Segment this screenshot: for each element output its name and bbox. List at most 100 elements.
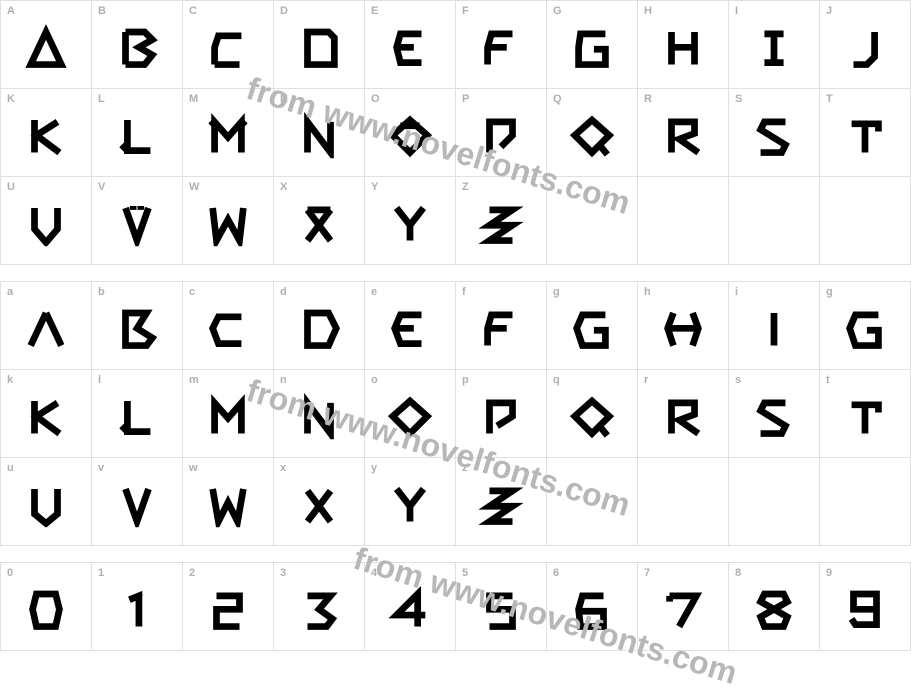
glyph-N (296, 112, 342, 158)
glyph-n (296, 393, 342, 439)
key-label: W (189, 181, 199, 193)
chart-section: 0123456789 (0, 562, 911, 651)
glyph-s (751, 393, 797, 439)
glyph-a (23, 305, 69, 351)
glyph-c (205, 305, 251, 351)
glyph-cell: q (547, 370, 638, 458)
glyph-M (205, 112, 251, 158)
glyph-cell: x (274, 458, 365, 546)
key-label: x (280, 462, 286, 474)
glyph-X (296, 200, 342, 246)
glyph-9 (842, 586, 888, 632)
key-label: 7 (644, 567, 650, 579)
glyph-cell: 0 (1, 563, 92, 651)
glyph-I (751, 24, 797, 70)
glyph-cell: E (365, 1, 456, 89)
glyph-O (387, 112, 433, 158)
key-label: 4 (371, 567, 377, 579)
key-label: L (98, 93, 105, 105)
glyph-4 (387, 586, 433, 632)
glyph-cell: l (92, 370, 183, 458)
empty-cell (638, 458, 729, 546)
key-label: b (98, 286, 105, 298)
key-label: a (7, 286, 13, 298)
key-label: D (280, 5, 288, 17)
glyph-T (842, 112, 888, 158)
glyph-8 (751, 586, 797, 632)
glyph-i (751, 305, 797, 351)
glyph-cell: 7 (638, 563, 729, 651)
glyph-g (569, 305, 615, 351)
glyph-l (114, 393, 160, 439)
glyph-cell: v (92, 458, 183, 546)
glyph-p (478, 393, 524, 439)
key-label: p (462, 374, 469, 386)
glyph-U (23, 200, 69, 246)
key-label: n (280, 374, 287, 386)
glyph-cell: g (547, 282, 638, 370)
glyph-z (478, 481, 524, 527)
glyph-cell: L (92, 89, 183, 177)
glyph-cell: i (729, 282, 820, 370)
glyph-h (660, 305, 706, 351)
glyph-cell: R (638, 89, 729, 177)
glyph-cell: f (456, 282, 547, 370)
key-label: c (189, 286, 195, 298)
glyph-cell: d (274, 282, 365, 370)
section-spacer (0, 265, 911, 281)
key-label: K (7, 93, 15, 105)
glyph-b (114, 305, 160, 351)
key-label: B (98, 5, 106, 17)
glyph-5 (478, 586, 524, 632)
glyph-G (569, 24, 615, 70)
empty-cell (729, 177, 820, 265)
glyph-F (478, 24, 524, 70)
glyph-cell: Y (365, 177, 456, 265)
key-label: l (98, 374, 101, 386)
key-label: 0 (7, 567, 13, 579)
glyph-e (387, 305, 433, 351)
key-label: E (371, 5, 378, 17)
glyph-m (205, 393, 251, 439)
glyph-Y (387, 200, 433, 246)
glyph-cell: n (274, 370, 365, 458)
glyph-P (478, 112, 524, 158)
key-label: 8 (735, 567, 741, 579)
glyph-A (23, 24, 69, 70)
glyph-cell: G (547, 1, 638, 89)
glyph-w (205, 481, 251, 527)
glyph-cell: K (1, 89, 92, 177)
glyph-cell: C (183, 1, 274, 89)
glyph-7 (660, 586, 706, 632)
key-label: w (189, 462, 198, 474)
key-label: H (644, 5, 652, 17)
key-label: U (7, 181, 15, 193)
glyph-cell: y (365, 458, 456, 546)
key-label: V (98, 181, 105, 193)
glyph-3 (296, 586, 342, 632)
key-label: f (462, 286, 466, 298)
chart-section: ABCDEFGHIJKLMNOPQRSTUVWXYZ (0, 0, 911, 265)
glyph-cell: r (638, 370, 729, 458)
key-label: S (735, 93, 742, 105)
glyph-Z (478, 200, 524, 246)
key-label: s (735, 374, 741, 386)
glyph-d (296, 305, 342, 351)
glyph-t (842, 393, 888, 439)
key-label: A (7, 5, 15, 17)
glyph-cell: 6 (547, 563, 638, 651)
glyph-6 (569, 586, 615, 632)
glyph-cell: B (92, 1, 183, 89)
key-label: J (826, 5, 832, 17)
glyph-C (205, 24, 251, 70)
glyph-k (23, 393, 69, 439)
glyph-q (569, 393, 615, 439)
key-label: 2 (189, 567, 195, 579)
key-label: T (826, 93, 833, 105)
glyph-cell: V (92, 177, 183, 265)
glyph-u (23, 481, 69, 527)
key-label: 6 (553, 567, 559, 579)
key-label: m (189, 374, 199, 386)
glyph-cell: 2 (183, 563, 274, 651)
key-label: i (735, 286, 738, 298)
